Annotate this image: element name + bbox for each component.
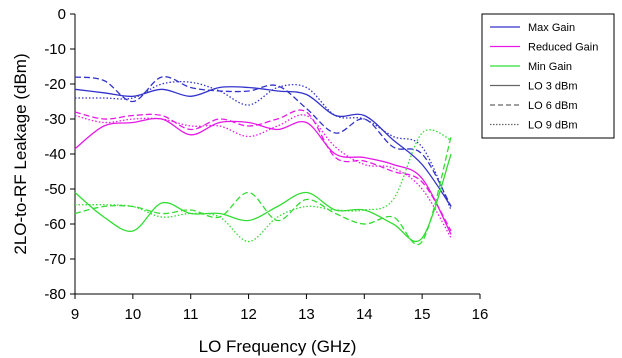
y-ticks: 0 -10 -20 -30 -40 -50 -60 -70 -80 — [44, 6, 75, 303]
x-tick-label: 9 — [71, 306, 79, 323]
y-tick-label: -60 — [44, 216, 66, 233]
x-tick-label: 12 — [240, 306, 257, 323]
y-tick-label: -50 — [44, 181, 66, 198]
y-tick-label: -70 — [44, 251, 66, 268]
series-line-8 — [74, 129, 452, 243]
series-line-4 — [74, 109, 452, 232]
plot-area: 9 10 11 12 13 14 15 16 0 -10 -20 -30 -40 -50 -60 -70 -8… — [44, 6, 488, 323]
x-tick-label: 14 — [356, 306, 373, 323]
x-tick-label: 16 — [472, 306, 489, 323]
legend-label: LO 9 dBm — [528, 120, 578, 132]
y-tick-label: -20 — [44, 76, 66, 93]
y-tick-label: -40 — [44, 146, 66, 163]
x-ticks: 9 10 11 12 13 14 15 16 — [71, 294, 489, 323]
x-tick-label: 11 — [183, 306, 199, 323]
x-tick-label: 10 — [125, 306, 142, 323]
y-tick-label: 0 — [58, 6, 66, 23]
legend-label: LO 3 dBm — [528, 81, 578, 93]
x-tick-label: 15 — [414, 306, 431, 323]
y-tick-label: -30 — [44, 111, 66, 128]
y-tick-label: -10 — [44, 41, 66, 58]
legend-label: Min Gain — [528, 61, 572, 73]
legend: Max Gain Reduced Gain Min Gain LO 3 dBm LO 6… — [481, 13, 615, 139]
legend-box — [481, 13, 615, 139]
legend-label: LO 6 dBm — [528, 100, 578, 112]
series-layer — [74, 76, 452, 246]
x-axis-title: LO Frequency (GHz) — [199, 337, 357, 356]
series-line-0 — [74, 86, 452, 207]
series-line-1 — [74, 76, 452, 207]
legend-label: Max Gain — [528, 22, 575, 34]
series-line-6 — [74, 153, 452, 243]
series-line-3 — [74, 117, 452, 235]
series-line-7 — [74, 136, 452, 246]
y-axis-title: 2LO-to-RF Leakage (dBm) — [11, 53, 30, 254]
x-tick-label: 13 — [298, 306, 315, 323]
y-tick-label: -80 — [44, 286, 66, 303]
series-line-5 — [74, 114, 452, 239]
legend-label: Reduced Gain — [528, 42, 598, 54]
